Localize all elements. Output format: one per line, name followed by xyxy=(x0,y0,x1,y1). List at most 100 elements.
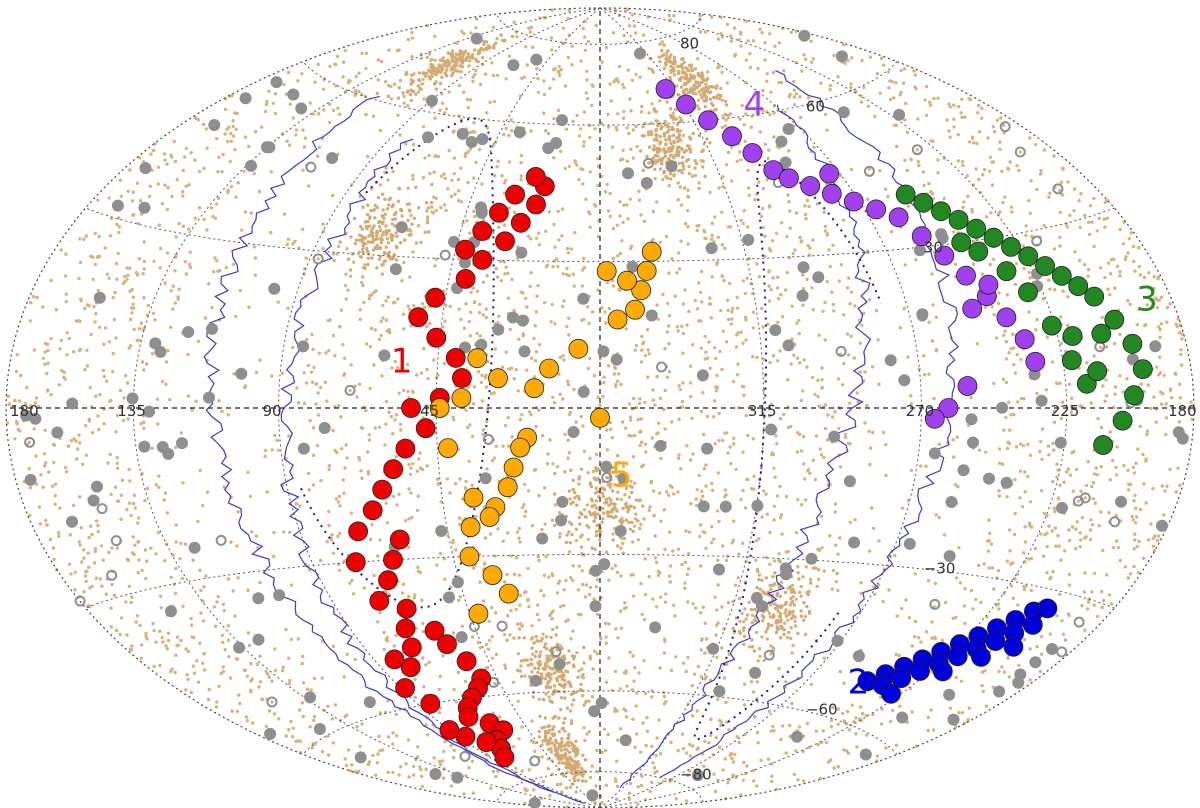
background-source xyxy=(894,81,898,85)
background-source xyxy=(451,541,455,545)
background-source xyxy=(687,530,692,534)
background-source xyxy=(127,501,132,505)
background-source xyxy=(448,304,452,309)
background-source xyxy=(1114,465,1118,469)
background-source xyxy=(249,690,253,694)
background-source xyxy=(277,717,281,721)
background-source xyxy=(930,620,934,624)
background-source xyxy=(202,217,206,222)
background-source xyxy=(522,75,527,79)
background-source xyxy=(131,302,135,306)
background-source xyxy=(974,597,978,602)
background-source xyxy=(179,431,184,435)
background-source xyxy=(1038,449,1042,454)
background-source xyxy=(504,126,508,131)
background-source xyxy=(971,183,976,187)
background-source xyxy=(234,314,238,319)
background-source xyxy=(655,769,659,774)
background-source xyxy=(1061,632,1066,636)
background-source xyxy=(570,532,574,537)
background-source xyxy=(587,592,592,597)
background-source xyxy=(980,272,985,276)
background-source xyxy=(681,331,686,336)
background-source xyxy=(184,184,188,188)
background-source xyxy=(662,637,667,641)
background-source xyxy=(1123,565,1128,569)
background-source xyxy=(779,737,783,742)
background-source xyxy=(421,656,425,660)
background-source xyxy=(761,108,765,113)
background-source xyxy=(216,170,220,174)
background-source xyxy=(394,413,399,417)
background-source xyxy=(142,259,146,264)
background-source xyxy=(1053,526,1058,530)
background-source xyxy=(1126,251,1130,255)
background-source xyxy=(410,36,415,40)
background-source xyxy=(1039,169,1043,173)
background-source xyxy=(549,611,553,615)
background-source xyxy=(593,127,597,131)
background-source xyxy=(107,550,111,555)
background-source xyxy=(728,112,733,116)
background-source xyxy=(799,449,804,453)
background-source xyxy=(204,574,208,578)
background-source xyxy=(744,112,748,116)
background-source xyxy=(500,365,505,369)
background-source xyxy=(1109,258,1114,262)
background-source xyxy=(471,402,476,406)
background-source xyxy=(537,243,542,247)
background-source xyxy=(50,484,55,488)
background-source xyxy=(730,317,734,321)
background-source xyxy=(56,531,61,535)
background-source xyxy=(1027,557,1031,561)
background-source xyxy=(69,572,73,576)
background-source xyxy=(503,580,507,584)
background-source xyxy=(798,361,802,365)
background-source xyxy=(595,578,600,582)
background-source xyxy=(1152,275,1156,279)
background-source xyxy=(243,384,248,388)
background-source xyxy=(1061,167,1065,171)
background-source xyxy=(195,659,199,663)
background-source xyxy=(768,530,772,535)
background-source xyxy=(668,530,672,534)
background-source xyxy=(720,98,724,103)
background-source xyxy=(744,617,748,621)
background-source xyxy=(801,273,805,277)
background-source xyxy=(886,194,890,199)
background-source xyxy=(733,26,737,30)
background-source xyxy=(647,508,651,512)
background-source xyxy=(530,25,534,29)
background-source xyxy=(716,621,720,625)
background-source xyxy=(64,252,68,256)
background-source xyxy=(1067,382,1072,386)
background-source xyxy=(517,627,522,631)
background-source xyxy=(130,287,134,292)
background-source xyxy=(386,770,390,775)
background-source xyxy=(469,290,473,295)
background-source xyxy=(144,631,148,636)
background-source xyxy=(484,666,488,670)
background-source xyxy=(593,547,597,551)
background-source xyxy=(1133,493,1137,498)
background-source xyxy=(588,654,592,658)
background-source xyxy=(286,306,290,310)
background-source xyxy=(1055,462,1059,466)
background-source xyxy=(521,291,525,295)
background-source xyxy=(85,348,89,352)
background-source xyxy=(823,112,828,117)
background-source xyxy=(41,356,45,361)
background-source xyxy=(984,450,988,454)
background-source xyxy=(183,260,187,264)
background-source xyxy=(160,202,165,206)
background-source xyxy=(701,494,705,498)
background-source xyxy=(1156,275,1161,279)
background-source xyxy=(472,176,476,180)
background-source xyxy=(803,614,807,619)
background-source xyxy=(535,236,539,240)
background-source xyxy=(1114,473,1119,477)
background-source xyxy=(898,704,902,708)
background-source xyxy=(804,565,808,569)
background-source xyxy=(801,287,806,291)
